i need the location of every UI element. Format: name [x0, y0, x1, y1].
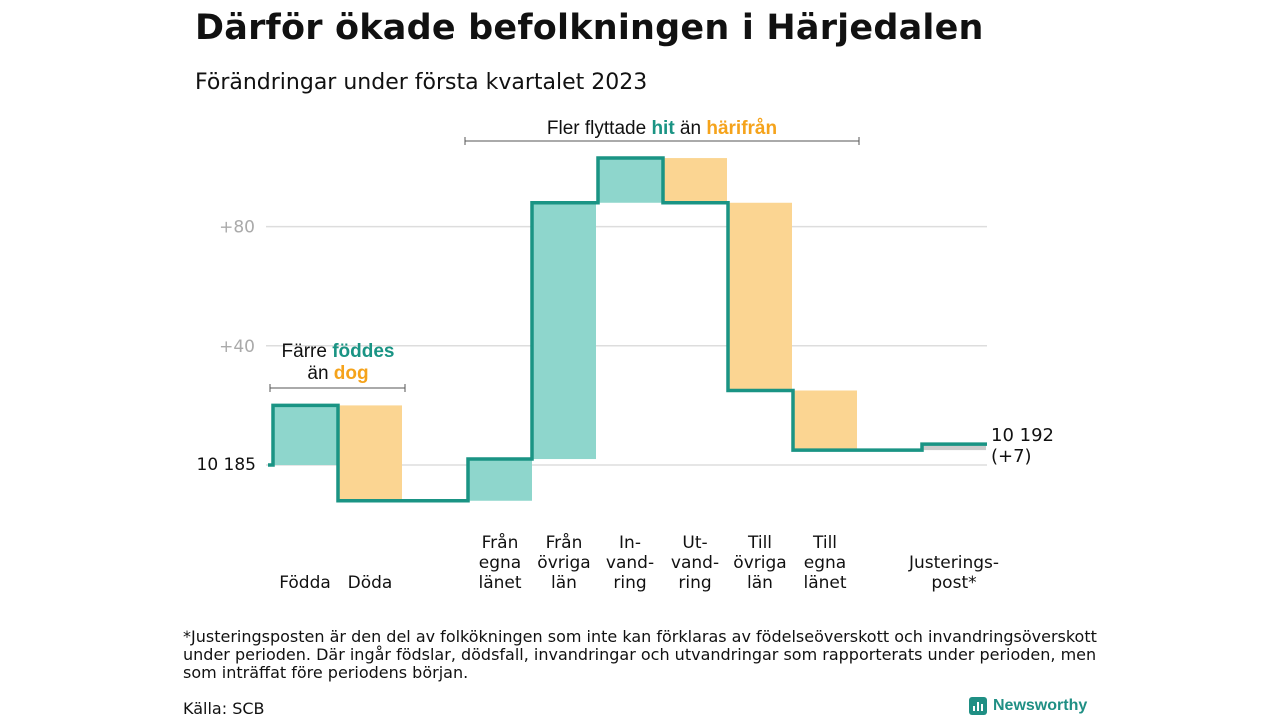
waterfall-bar	[532, 202, 596, 460]
footnote: *Justeringsposten är den del av folkökni…	[183, 627, 1097, 682]
bars	[273, 158, 986, 501]
newsworthy-logo-icon	[969, 697, 987, 715]
x-tick-label: vand-	[606, 553, 654, 573]
source-label: Källa: SCB	[183, 699, 265, 718]
x-tick-label: ring	[613, 573, 646, 593]
x-tick-label: egna	[804, 553, 846, 573]
x-tick-label: post*	[931, 573, 976, 593]
chart-title: Därför ökade befolkningen i Härjedalen	[195, 8, 984, 48]
x-tick-label: Döda	[348, 573, 393, 593]
x-tick-label: Justerings-	[908, 553, 999, 573]
top-annotation-prefix: Fler flyttade	[547, 118, 652, 139]
x-tick-label: län	[551, 573, 577, 593]
waterfall-bar	[598, 158, 662, 203]
left-annotation-line1: Färre föddes	[282, 341, 395, 362]
left-annotation: Färre föddes än dog	[269, 341, 406, 392]
baseline-label: 10 185	[197, 455, 256, 475]
waterfall-bar	[273, 405, 337, 465]
x-tick-label: övriga	[537, 553, 590, 573]
x-tick-label: In-	[619, 533, 641, 553]
end-value-label: 10 192	[991, 425, 1054, 446]
newsworthy-logo: Newsworthy	[969, 697, 1087, 715]
x-tick-label: ring	[678, 573, 711, 593]
x-tick-label: vand-	[671, 553, 719, 573]
top-annotation-mid: än	[675, 118, 707, 139]
waterfall-bar	[338, 405, 402, 501]
waterfall-bar	[728, 202, 792, 391]
top-annotation-hit: hit	[651, 118, 675, 139]
cumulative-step-line	[268, 156, 987, 503]
y-tick-label: +80	[219, 218, 255, 238]
x-axis-labels: Födda DödaFrånegnalänetFrånövrigalänIn-va…	[279, 532, 999, 593]
left-annotation-line2: än dog	[307, 363, 368, 384]
left-annotation-dog: dog	[334, 363, 369, 384]
left-annotation-mid: än	[307, 363, 333, 384]
newsworthy-logo-text: Newsworthy	[993, 697, 1088, 714]
x-tick-label: Till	[747, 533, 772, 553]
waterfall-bar	[663, 158, 727, 203]
x-tick-label: län	[747, 573, 773, 593]
top-annotation-harifran: härifrån	[706, 118, 777, 139]
step-line-layer	[268, 156, 987, 503]
left-annotation-prefix: Färre	[282, 341, 333, 362]
x-tick-label: övriga	[733, 553, 786, 573]
top-annotation: Fler flyttade hit än härifrån	[464, 118, 860, 145]
left-annotation-foddes: föddes	[332, 341, 394, 362]
x-tick-label: länet	[478, 573, 521, 593]
x-tick-label: Ut-	[682, 533, 707, 553]
top-annotation-text: Fler flyttade hit än härifrån	[547, 118, 777, 139]
waterfall-bar	[922, 444, 986, 451]
x-tick-label: Från	[482, 532, 519, 553]
x-tick-label: egna	[479, 553, 521, 573]
end-change-label: (+7)	[991, 446, 1032, 467]
waterfall-chart: +80 +40 Fler flyttade hit än härifrån Fär…	[197, 118, 1054, 593]
waterfall-bar	[468, 459, 532, 501]
x-tick-label: länet	[803, 573, 846, 593]
x-tick-label: Födda	[279, 573, 331, 593]
waterfall-bar	[793, 390, 857, 451]
y-tick-label: +40	[219, 337, 255, 357]
x-tick-label: Från	[546, 532, 583, 553]
x-tick-label: Till	[812, 533, 837, 553]
chart-subtitle: Förändringar under första kvartalet 2023	[195, 70, 648, 95]
